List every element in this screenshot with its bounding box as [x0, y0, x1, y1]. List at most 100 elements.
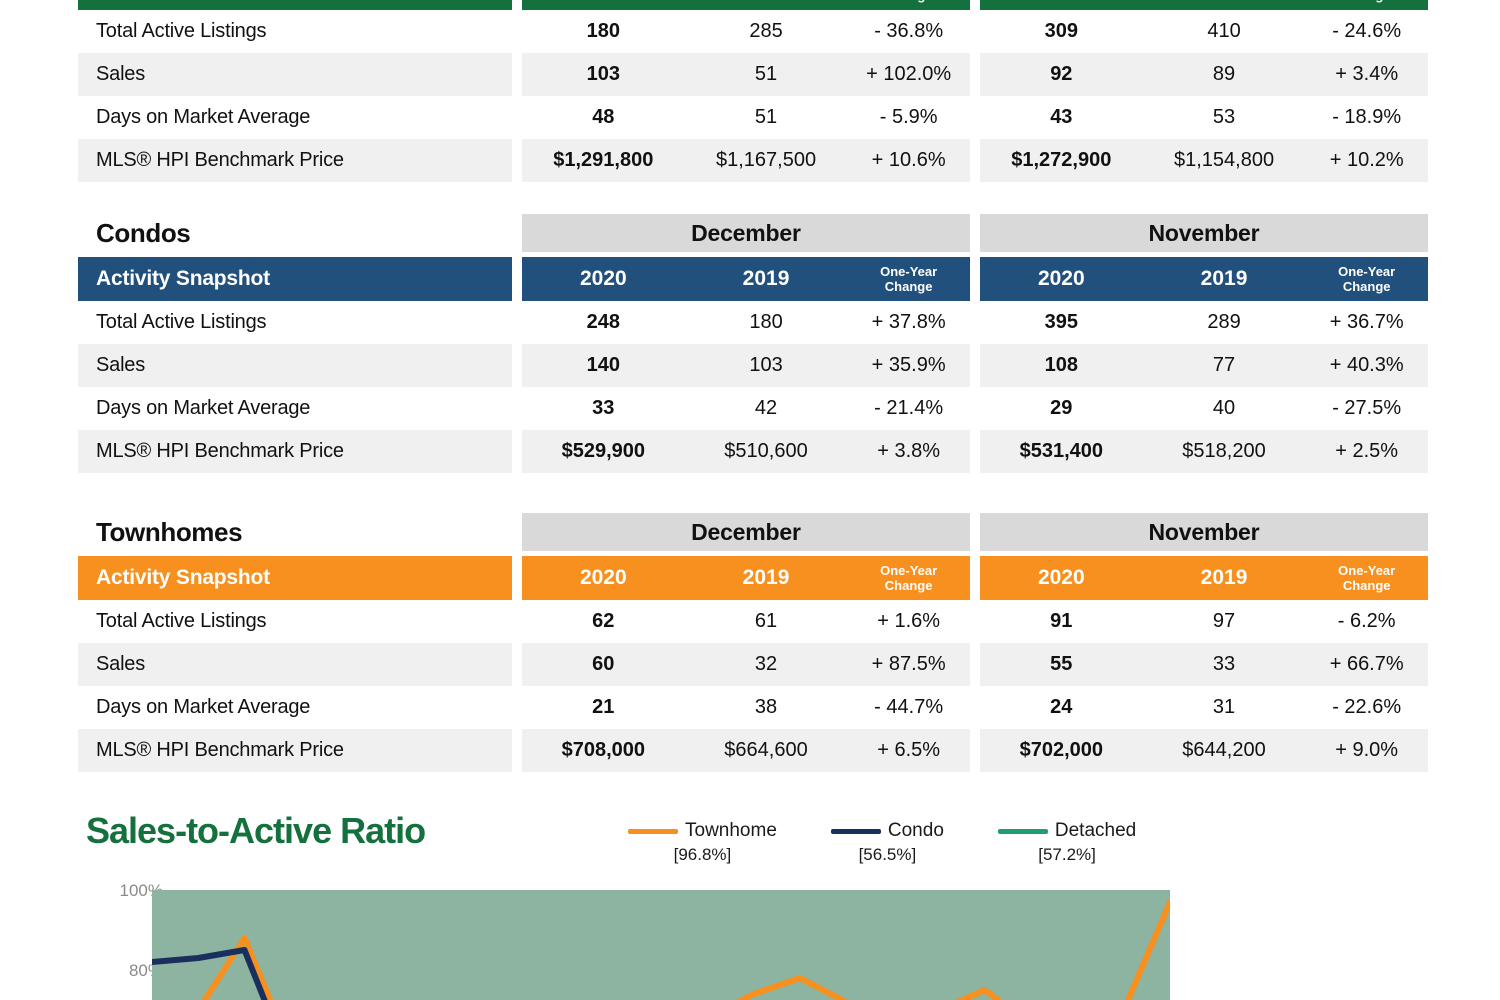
dec-change-header: One-Year Change [847, 257, 970, 301]
cell-nov-2020: 43 [979, 96, 1143, 139]
table-row: Sales 103 51 + 102.0% 92 89 + 3.4% [78, 53, 1428, 96]
cell-nov-2020: 309 [979, 10, 1143, 53]
dec-2019-header: 2019 [684, 0, 848, 10]
cell-nov-2020: 395 [979, 301, 1143, 344]
cell-dec-2020: $708,000 [521, 729, 685, 772]
table-row: Sales 60 32 + 87.5% 55 33 + 66.7% [78, 643, 1428, 686]
column-spacer [511, 139, 522, 182]
townhomes-table-section: Townhomes December November Activity Sna… [78, 513, 1428, 772]
legend-value-detached: [57.2%] [1038, 845, 1096, 864]
change-header-line1: One-Year [1338, 563, 1396, 578]
change-header-line1: One-Year [880, 563, 938, 578]
column-spacer [511, 556, 522, 600]
cell-nov-2020: 92 [979, 53, 1143, 96]
nov-2019-header: 2019 [1142, 0, 1306, 10]
cell-nov-2020: 55 [979, 643, 1143, 686]
legend-top-row: Condo [830, 820, 944, 842]
nov-change-header: One-Year Change [1305, 257, 1428, 301]
cell-nov-change: + 3.4% [1305, 53, 1428, 96]
cell-nov-2020: $531,400 [979, 430, 1143, 473]
cell-dec-2020: 248 [521, 301, 685, 344]
cell-nov-2019: 77 [1142, 344, 1306, 387]
activity-snapshot-label: Activity Snapshot [78, 0, 512, 10]
legend-top-row: Townhome [628, 820, 777, 842]
cell-nov-2019: 89 [1142, 53, 1306, 96]
column-spacer [969, 53, 980, 96]
cell-dec-2019: 180 [684, 301, 848, 344]
row-label: Sales [78, 344, 512, 387]
change-header-line1: One-Year [880, 264, 938, 279]
chart-plot-area [152, 890, 1170, 1000]
row-label: Total Active Listings [78, 600, 512, 643]
dec-2020-header: 2020 [521, 556, 685, 600]
cell-nov-2019: 53 [1142, 96, 1306, 139]
change-header-line2: Change [885, 0, 933, 3]
legend-value-condo: [56.5%] [858, 845, 917, 864]
cell-nov-change: - 24.6% [1305, 10, 1428, 53]
column-spacer [969, 556, 980, 600]
cell-nov-change: - 6.2% [1305, 600, 1428, 643]
month-header-december: December [521, 214, 970, 252]
column-spacer [969, 139, 980, 182]
row-label: Sales [78, 53, 512, 96]
nov-2020-header: 2020 [979, 0, 1143, 10]
column-spacer [969, 301, 980, 344]
month-header-november: November [979, 214, 1428, 252]
cell-dec-2020: $1,291,800 [521, 139, 685, 182]
cell-dec-2020: 48 [521, 96, 685, 139]
activity-snapshot-label: Activity Snapshot [78, 257, 512, 301]
column-spacer [969, 387, 980, 430]
table-row: Total Active Listings 62 61 + 1.6% 91 97… [78, 600, 1428, 643]
cell-nov-2019: 289 [1142, 301, 1306, 344]
legend-label-detached: Detached [1054, 820, 1137, 841]
cell-dec-2019: 38 [684, 686, 848, 729]
cell-dec-change: + 37.8% [847, 301, 970, 344]
column-spacer [969, 643, 980, 686]
column-spacer [512, 214, 522, 252]
cell-dec-2020: 103 [521, 53, 685, 96]
detached-table: Activity Snapshot 2020 2019 One-Year Cha… [78, 0, 1428, 182]
section-title-condos: Condos [96, 217, 191, 248]
table-row: Days on Market Average 48 51 - 5.9% 43 5… [78, 96, 1428, 139]
row-label: MLS® HPI Benchmark Price [78, 430, 512, 473]
chart-title: Sales-to-Active Ratio [86, 810, 426, 851]
legend-top-row: Detached [997, 820, 1137, 842]
legend-item-detached: Detached [57.2%] [997, 820, 1137, 865]
chart-legend: Townhome [96.8%] Condo [56.5%] Detached … [628, 820, 1136, 865]
legend-swatch-townhome-icon [628, 828, 678, 834]
month-header-december: December [521, 513, 970, 551]
cell-dec-2020: 33 [521, 387, 685, 430]
cell-dec-2019: 103 [684, 344, 848, 387]
column-spacer [511, 387, 522, 430]
cell-nov-2019: $518,200 [1142, 430, 1306, 473]
row-label: MLS® HPI Benchmark Price [78, 139, 512, 182]
legend-label-townhome: Townhome [685, 820, 777, 841]
legend-item-condo: Condo [56.5%] [830, 820, 944, 865]
cell-dec-2020: 60 [521, 643, 685, 686]
cell-dec-change: + 87.5% [847, 643, 970, 686]
column-spacer [511, 10, 522, 53]
column-spacer [511, 301, 522, 344]
cell-nov-2020: 91 [979, 600, 1143, 643]
cell-nov-2020: $702,000 [979, 729, 1143, 772]
column-spacer [511, 643, 522, 686]
cell-dec-2020: $529,900 [521, 430, 685, 473]
column-spacer [511, 257, 522, 301]
cell-nov-2019: 31 [1142, 686, 1306, 729]
column-spacer [511, 0, 522, 10]
column-spacer [969, 257, 980, 301]
column-spacer [511, 686, 522, 729]
cell-nov-2019: 33 [1142, 643, 1306, 686]
column-spacer [969, 686, 980, 729]
chart-lines-svg [152, 899, 1170, 1000]
table-row: MLS® HPI Benchmark Price $1,291,800 $1,1… [78, 139, 1428, 182]
column-spacer [969, 344, 980, 387]
column-spacer [969, 96, 980, 139]
column-spacer [969, 430, 980, 473]
column-spacer [511, 729, 522, 772]
cell-dec-change: - 44.7% [847, 686, 970, 729]
nov-2019-header: 2019 [1142, 257, 1306, 301]
legend-swatch-condo-icon [830, 828, 881, 834]
cell-nov-change: + 9.0% [1305, 729, 1428, 772]
cell-dec-2019: $1,167,500 [684, 139, 848, 182]
